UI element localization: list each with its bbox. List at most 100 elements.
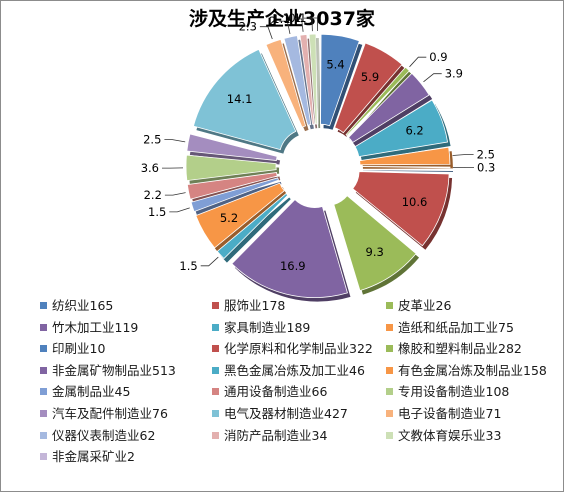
leader-line [169, 207, 190, 213]
legend-label: 造纸和纸品加工业75 [398, 319, 514, 335]
legend-item: 皮革业26 [386, 298, 451, 314]
data-label: 2.3 [239, 20, 257, 34]
legend-swatch [386, 388, 393, 396]
legend-label: 有色金属冶炼及制品业158 [398, 362, 547, 378]
leader-line [293, 18, 304, 32]
pie-slice [216, 192, 289, 260]
pie-slice [320, 33, 360, 127]
legend-swatch [40, 410, 47, 417]
legend-label: 汽车及配件制造业76 [52, 406, 168, 421]
data-label: 1.5 [179, 259, 197, 273]
pie-slice [359, 165, 451, 169]
data-label: 1.1 [272, 12, 290, 26]
legend-label: 纺织业165 [52, 298, 114, 313]
pie-slice [345, 66, 410, 137]
pie-slice-depth [194, 181, 282, 216]
data-label: 5.2 [220, 211, 238, 225]
legend-item: 化学原料和化学制品业322 [212, 341, 373, 357]
data-label: 0.9 [429, 50, 447, 64]
pie-slice-depth [220, 197, 291, 263]
data-label: 3.9 [445, 67, 463, 81]
legend-item: 非金属矿物制品业513 [40, 363, 176, 379]
legend-swatch [212, 302, 219, 309]
legend-swatch [386, 302, 393, 309]
legend-swatch [212, 345, 219, 353]
pie-slice [308, 33, 318, 125]
legend-swatch [40, 302, 47, 309]
legend-swatch [40, 366, 47, 374]
legend-item: 纺织业165 [40, 298, 113, 314]
data-label: 10.6 [402, 195, 428, 209]
legend-label: 仪器仪表制造业62 [52, 427, 156, 443]
legend-item: 有色金属冶炼及制品业158 [386, 363, 547, 379]
pie-slice [283, 35, 312, 126]
data-label: 2 [269, 14, 276, 28]
leader-line [409, 56, 427, 68]
legend-swatch [40, 388, 47, 396]
pie-slice [354, 99, 449, 158]
pie-slice [333, 195, 417, 292]
legend-swatch [212, 431, 219, 439]
legend-item: 电气及器材制造业427 [212, 406, 348, 422]
legend-label: 非金属矿物制品业513 [52, 362, 176, 378]
data-label: 0.1 [288, 11, 306, 25]
legend-item: 金属制品业45 [40, 384, 130, 400]
legend-label: 印刷业10 [52, 341, 106, 357]
pie-slice-depth [363, 170, 453, 172]
data-label: 14.1 [227, 92, 253, 106]
legend-label: 家具制造业189 [224, 319, 311, 335]
legend-item: 汽车及配件制造业76 [40, 406, 168, 422]
legend-item: 家具制造业189 [212, 320, 310, 336]
legend-item: 消防产品制造业34 [212, 428, 327, 444]
data-label: 5.4 [326, 58, 344, 72]
legend-label: 服饰业178 [224, 298, 286, 313]
legend-item: 服饰业178 [212, 298, 285, 314]
leader-line [309, 17, 318, 32]
legend-item: 竹木加工业119 [40, 320, 138, 336]
legend-item: 仪器仪表制造业62 [40, 428, 155, 444]
data-label: 3.6 [141, 161, 159, 175]
pie-slice [265, 38, 307, 128]
leader-line [164, 139, 186, 143]
pie-slice [231, 198, 348, 298]
legend-swatch [386, 345, 393, 353]
leader-line [259, 26, 273, 40]
data-label: 5.9 [361, 70, 379, 84]
leader-line [452, 154, 474, 156]
legend-item: 黑色金属冶炼及加工业46 [212, 363, 365, 379]
pie-slice [299, 34, 315, 125]
pie-slice [348, 72, 430, 144]
legend-item: 橡胶和塑料制品业282 [386, 341, 522, 357]
data-label: 2.2 [144, 188, 162, 202]
legend-swatch [40, 431, 47, 439]
legend-label: 金属制品业45 [52, 384, 131, 400]
legend-swatch [40, 323, 47, 331]
legend-item: 非金属采矿业2 [40, 449, 135, 465]
legend-label: 竹木加工业119 [52, 319, 139, 335]
pie-slice [195, 182, 285, 249]
chart-title: 涉及生产企业3037家 [189, 8, 375, 30]
data-label: 2.5 [143, 133, 161, 147]
data-label: 6.2 [405, 123, 423, 137]
data-label: 1.5 [148, 205, 166, 219]
legend-label: 电气及器材制造业427 [224, 406, 348, 421]
legend-label: 专用设备制造业108 [398, 384, 510, 400]
legend-label: 文教体育娱乐业33 [398, 427, 502, 443]
legend-item: 印刷业10 [40, 341, 105, 357]
legend-swatch [386, 323, 393, 331]
legend-label: 消防产品制造业34 [224, 427, 328, 443]
data-label: 9.3 [366, 245, 384, 259]
legend-item: 专用设备制造业108 [386, 384, 509, 400]
legend-label: 非金属采矿业2 [52, 449, 135, 465]
pie-slice [359, 146, 451, 166]
legend-swatch [386, 431, 393, 439]
leader-line [200, 256, 219, 267]
leader-line [423, 73, 442, 83]
legend-swatch [212, 410, 219, 417]
pie-slice [334, 42, 403, 134]
data-label: 16.9 [280, 259, 306, 273]
pie-slice [185, 154, 277, 182]
data-label: 0.3 [477, 161, 495, 175]
legend-label: 电子设备制造业71 [398, 406, 502, 421]
